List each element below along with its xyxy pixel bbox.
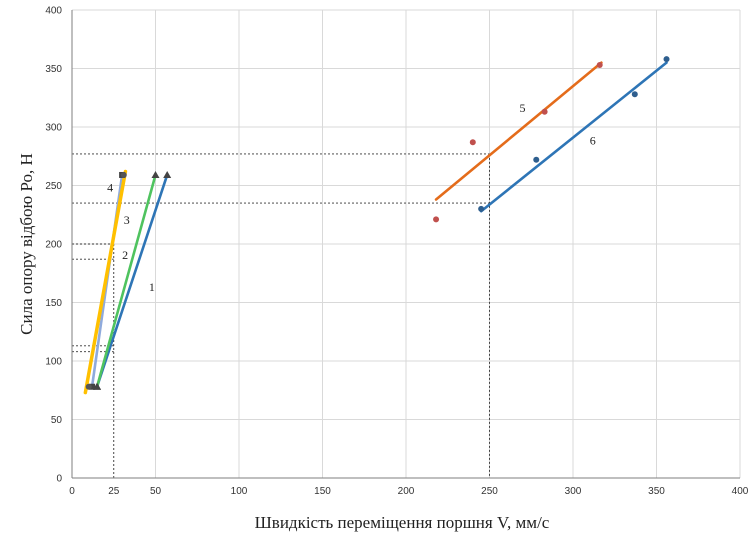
y-tick-labels: 0 50 100 150 200 250 300 350 400	[45, 6, 62, 485]
series-2-label: 2	[122, 248, 128, 262]
x-tick-label: 300	[565, 486, 582, 497]
x-tick-label: 25	[108, 486, 120, 497]
x-axis-title: Швидкість переміщення поршня V, мм/с	[255, 513, 550, 532]
series-labels: 1 2 3 4 5 6	[107, 101, 596, 294]
y-tick-label: 150	[45, 298, 62, 309]
x-tick-label: 150	[314, 486, 331, 497]
x-tick-label: 400	[732, 486, 749, 497]
series-2-point	[151, 170, 160, 178]
series-5-label: 5	[520, 101, 526, 115]
reference-lines	[72, 153, 490, 478]
series-6-point	[663, 56, 670, 63]
x-tick-label: 100	[231, 486, 248, 497]
x-tick-label: 350	[648, 486, 665, 497]
x-tick-label: 50	[150, 486, 162, 497]
series-points	[85, 56, 670, 390]
y-axis-title: Сила опору відбою Ро, Н	[17, 153, 36, 335]
series-4-point	[120, 171, 127, 178]
series-fit-lines	[83, 61, 668, 395]
series-6-label: 6	[590, 134, 596, 148]
y-tick-label: 300	[45, 123, 62, 134]
series-5-point	[541, 108, 548, 115]
series-1-label: 1	[149, 280, 155, 294]
series-6-point	[631, 91, 638, 98]
series-5-point	[596, 61, 603, 68]
x-tick-label: 0	[69, 486, 75, 497]
series-1-fit-line	[95, 173, 169, 389]
series-1-point	[163, 170, 172, 178]
series-4-fit-line	[83, 169, 128, 395]
x-tick-label: 200	[398, 486, 415, 497]
series-5-point	[469, 139, 476, 146]
y-tick-label: 100	[45, 357, 62, 368]
series-6-point	[533, 156, 540, 163]
series-2-fit-line	[95, 173, 157, 389]
y-tick-label: 250	[45, 181, 62, 192]
series-4-label: 4	[107, 180, 113, 194]
grid	[72, 9, 741, 478]
x-tick-labels: 0 25 50 100 150 200 250 300 350 400	[69, 486, 749, 497]
y-tick-label: 400	[45, 6, 62, 17]
series-5-point	[433, 216, 440, 223]
series-3-label: 3	[124, 213, 130, 227]
series-5-fit-line	[434, 61, 603, 201]
x-tick-label: 250	[481, 486, 498, 497]
y-tick-label: 0	[56, 474, 62, 485]
y-tick-label: 350	[45, 64, 62, 75]
series-4-point	[85, 383, 92, 390]
series-2-point	[93, 382, 102, 390]
series-3-point	[89, 383, 96, 390]
series-6-point	[478, 205, 485, 212]
series-6-fit-line	[479, 61, 668, 213]
y-tick-label: 200	[45, 240, 62, 251]
axes	[71, 10, 740, 479]
y-tick-label: 50	[51, 415, 63, 426]
